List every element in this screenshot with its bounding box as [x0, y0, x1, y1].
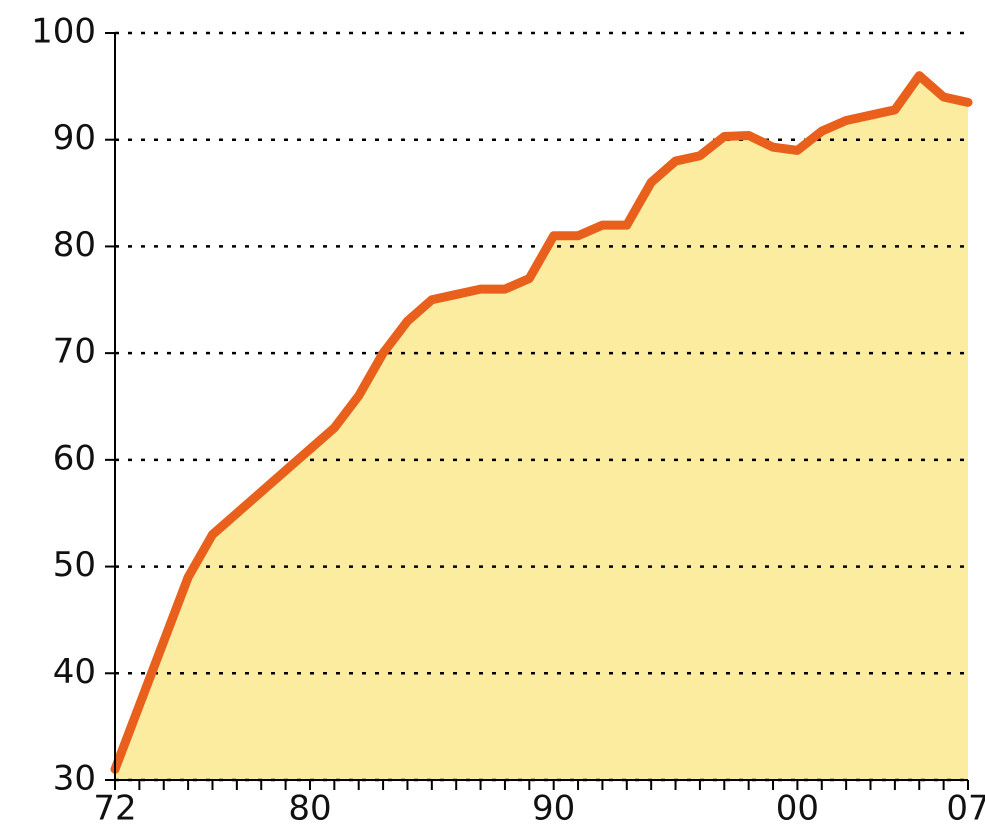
y-tick-label: 100 [31, 12, 96, 52]
y-tick-label: 40 [53, 652, 96, 692]
y-tick-label: 60 [53, 438, 96, 478]
y-tick-label: 50 [53, 545, 96, 585]
x-tick-label: 90 [532, 789, 575, 829]
area [115, 75, 968, 780]
line [110, 71, 973, 774]
x-tick-label: 07 [946, 789, 985, 829]
y-tick-label: 70 [53, 332, 96, 372]
x-tick-label: 00 [776, 789, 819, 829]
x-tick-label: 80 [288, 789, 331, 829]
y-tick-label: 80 [53, 225, 96, 265]
x-tick-label: 72 [93, 789, 136, 829]
y-tick-label: 90 [53, 118, 96, 158]
y-tick-label: 30 [53, 759, 96, 799]
